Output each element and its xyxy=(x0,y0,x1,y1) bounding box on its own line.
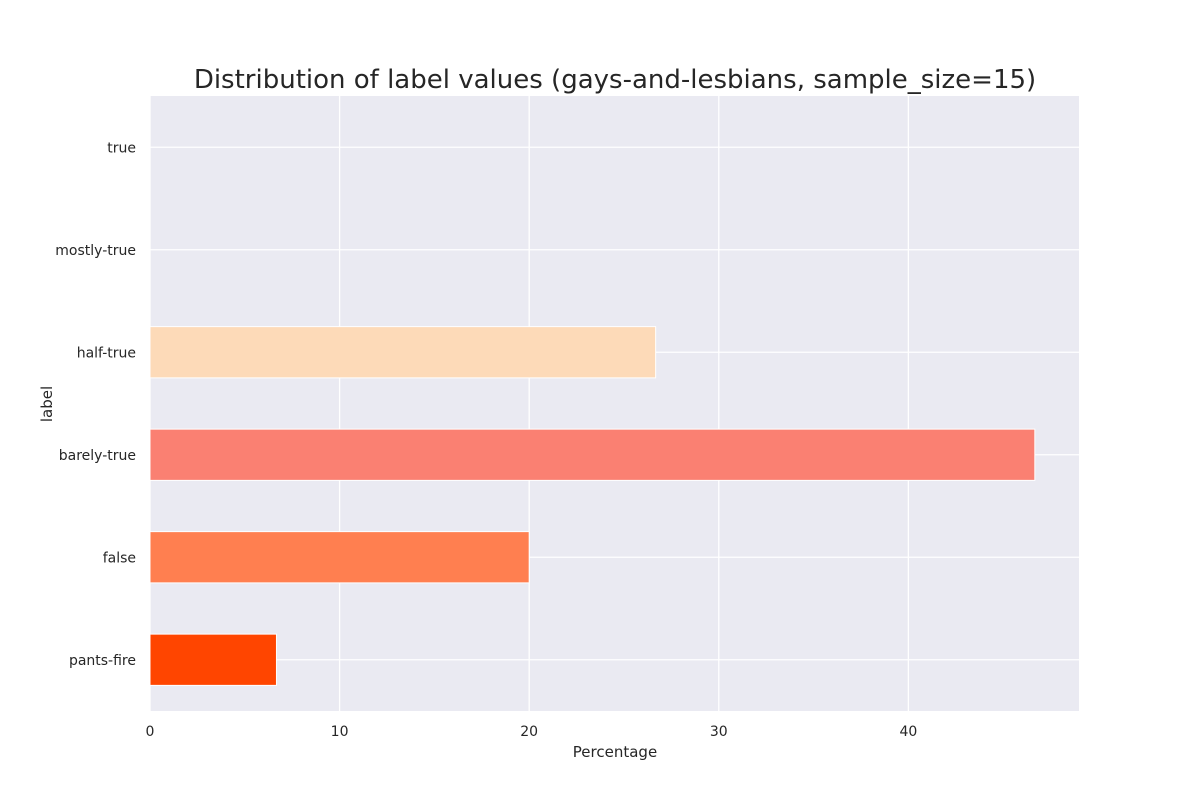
x-tick-label: 30 xyxy=(710,724,728,740)
y-tick-label: true xyxy=(107,140,136,156)
bar-half-true xyxy=(149,326,657,379)
bar-barely-true xyxy=(149,428,1036,481)
y-tick-label: mostly-true xyxy=(55,243,136,259)
x-axis-ticks: 0 10 20 30 40 xyxy=(146,724,918,740)
y-tick-label: barely-true xyxy=(59,448,136,464)
chart-title: Distribution of label values (gays-and-l… xyxy=(194,65,1036,95)
x-tick-label: 20 xyxy=(520,724,538,740)
bar-pants-fire xyxy=(149,633,277,686)
x-axis-label: Percentage xyxy=(573,743,657,761)
x-tick-label: 10 xyxy=(331,724,349,740)
y-tick-label: false xyxy=(103,550,136,566)
y-axis-label: label xyxy=(38,386,56,422)
y-axis-ticks: pants-fire false barely-true half-true mostl… xyxy=(55,140,136,669)
bars xyxy=(149,326,1036,686)
x-tick-label: 40 xyxy=(899,724,917,740)
x-tick-label: 0 xyxy=(146,724,155,740)
y-tick-label: pants-fire xyxy=(69,653,136,669)
bar-false xyxy=(149,531,530,584)
plot-area xyxy=(150,96,1079,711)
y-tick-label: half-true xyxy=(77,345,136,361)
